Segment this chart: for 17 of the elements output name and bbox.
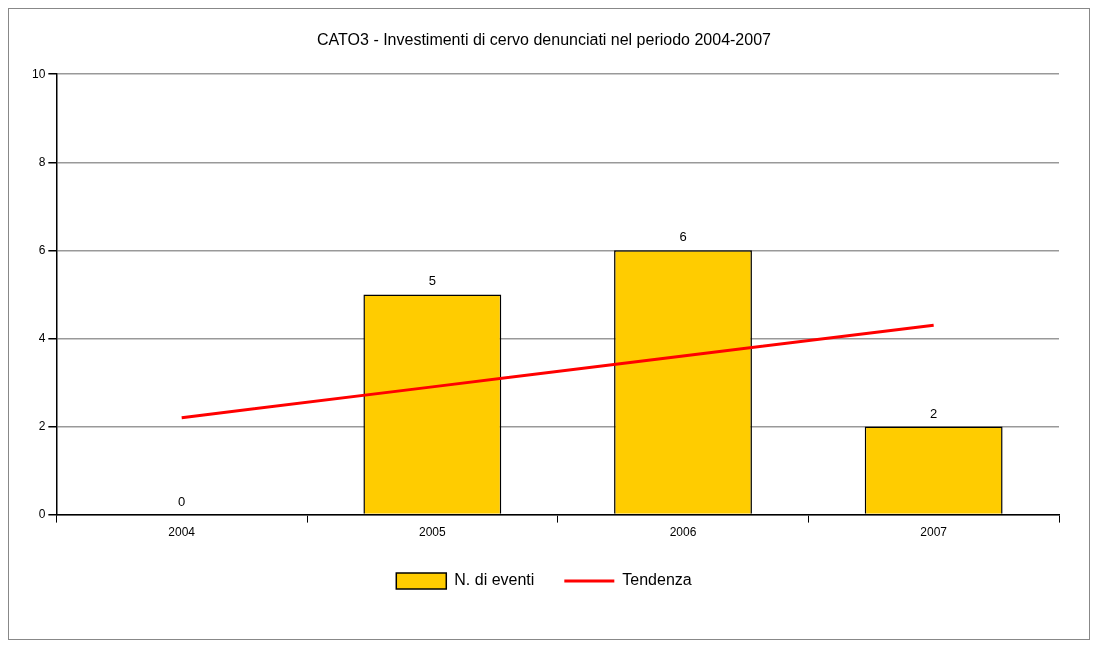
y-tick-label: 8 (38, 154, 46, 169)
legend-label: N. di eventi (454, 571, 535, 589)
x-tick-label: 2007 (920, 525, 948, 540)
y-tick-label: 2 (38, 418, 46, 433)
data-label: 6 (679, 229, 687, 245)
x-tick-label: 2006 (669, 525, 697, 540)
y-tick-label: 4 (38, 330, 46, 345)
y-tick-label: 0 (38, 506, 46, 521)
y-tick-label: 6 (38, 242, 46, 257)
x-tick-label: 2004 (168, 525, 196, 540)
y-tick-label: 10 (31, 66, 46, 81)
chart-title: CATO3 - Investimenti di cervo denunciati nel periodo 2004-2007 (317, 31, 772, 49)
legend-label: Tendenza (622, 571, 692, 589)
x-tick-label: 2005 (418, 525, 447, 540)
data-label: 2 (930, 405, 938, 421)
data-label: 0 (178, 493, 186, 509)
data-label: 5 (428, 273, 436, 289)
